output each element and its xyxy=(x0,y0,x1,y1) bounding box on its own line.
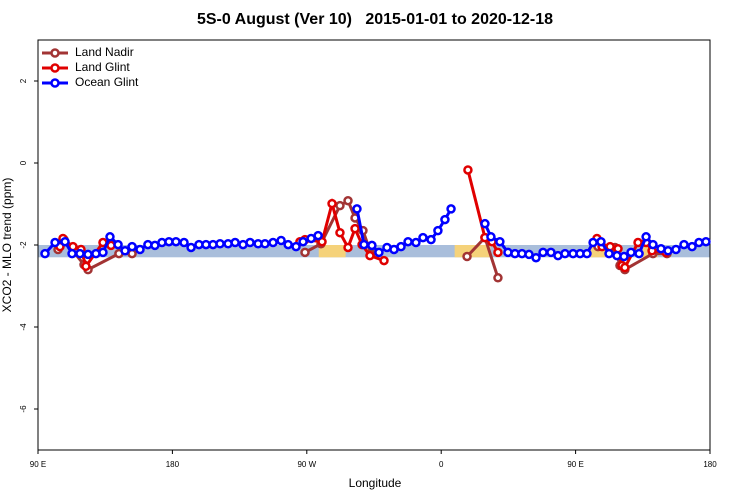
point xyxy=(350,223,360,234)
legend-marker xyxy=(50,78,60,88)
point xyxy=(679,239,689,250)
point xyxy=(531,252,541,263)
point xyxy=(186,242,196,253)
point xyxy=(379,255,389,266)
legend-label: Ocean Glint xyxy=(75,75,139,89)
point xyxy=(648,239,658,250)
point xyxy=(403,236,413,247)
point xyxy=(620,262,630,273)
y-tick-label: -6 xyxy=(19,405,28,413)
point xyxy=(127,241,137,252)
point xyxy=(619,251,629,262)
legend-label: Land Glint xyxy=(75,60,130,74)
x-tick-label: 180 xyxy=(166,460,180,469)
point xyxy=(60,236,70,247)
point xyxy=(560,248,570,259)
legend-marker xyxy=(50,48,60,58)
point xyxy=(480,218,490,229)
point xyxy=(462,251,472,262)
point xyxy=(120,245,130,256)
point xyxy=(493,273,503,283)
point xyxy=(493,247,503,258)
land-band xyxy=(318,245,346,258)
point xyxy=(179,237,189,248)
point xyxy=(276,235,286,246)
point xyxy=(365,250,375,261)
point xyxy=(343,195,353,206)
point xyxy=(426,234,436,245)
point xyxy=(343,242,353,253)
point xyxy=(663,245,673,256)
point xyxy=(486,232,496,242)
point xyxy=(495,236,505,247)
point xyxy=(335,227,345,238)
legend-marker xyxy=(50,63,60,73)
point xyxy=(230,237,240,248)
y-tick-label: 2 xyxy=(19,78,28,83)
point xyxy=(446,204,456,214)
point xyxy=(524,249,534,260)
point xyxy=(50,237,60,248)
chart-title: 5S-0 August (Ver 10) 2015-01-01 to 2020-… xyxy=(197,11,553,28)
point xyxy=(215,239,225,249)
x-axis-label: Longitude xyxy=(349,476,402,490)
point xyxy=(75,248,85,259)
point xyxy=(626,247,636,258)
point xyxy=(113,239,123,250)
x-tick-label: 90 E xyxy=(30,460,46,469)
point xyxy=(105,232,115,242)
y-axis-label: XCO2 - MLO trend (ppm) xyxy=(0,178,14,313)
point xyxy=(327,198,337,209)
point xyxy=(433,225,443,236)
y-tick-label: -2 xyxy=(19,241,28,249)
point xyxy=(135,244,145,255)
point xyxy=(538,247,548,258)
point xyxy=(283,239,293,250)
point xyxy=(596,236,606,247)
point xyxy=(171,236,181,247)
x-tick-label: 0 xyxy=(439,460,444,469)
point xyxy=(633,237,643,248)
point xyxy=(335,200,345,211)
point xyxy=(81,261,91,272)
point xyxy=(546,247,556,258)
point xyxy=(268,237,278,248)
point xyxy=(396,241,406,252)
point xyxy=(582,248,592,259)
point xyxy=(701,236,711,247)
x-tick-label: 180 xyxy=(703,460,717,469)
point xyxy=(634,248,644,259)
point xyxy=(418,232,428,243)
y-tick-label: -4 xyxy=(19,323,28,331)
legend-label: Land Nadir xyxy=(75,45,134,59)
point xyxy=(641,232,651,242)
point xyxy=(440,214,450,225)
x-tick-label: 90 E xyxy=(567,460,583,469)
point xyxy=(374,247,384,258)
point xyxy=(687,241,697,252)
point xyxy=(98,247,108,258)
point xyxy=(83,249,93,260)
point xyxy=(352,204,362,214)
x-tick-label: 90 W xyxy=(297,460,316,469)
point xyxy=(588,237,598,248)
point xyxy=(67,248,77,259)
y-tick-label: 0 xyxy=(19,160,28,165)
point xyxy=(463,165,473,175)
point xyxy=(245,237,255,248)
point xyxy=(291,241,301,252)
point xyxy=(313,230,323,241)
point xyxy=(40,248,50,259)
point xyxy=(359,239,369,250)
point xyxy=(300,247,310,258)
point xyxy=(671,244,681,255)
point xyxy=(260,239,270,249)
point xyxy=(604,248,614,259)
point xyxy=(298,236,308,247)
point xyxy=(411,237,421,248)
point xyxy=(367,240,377,251)
